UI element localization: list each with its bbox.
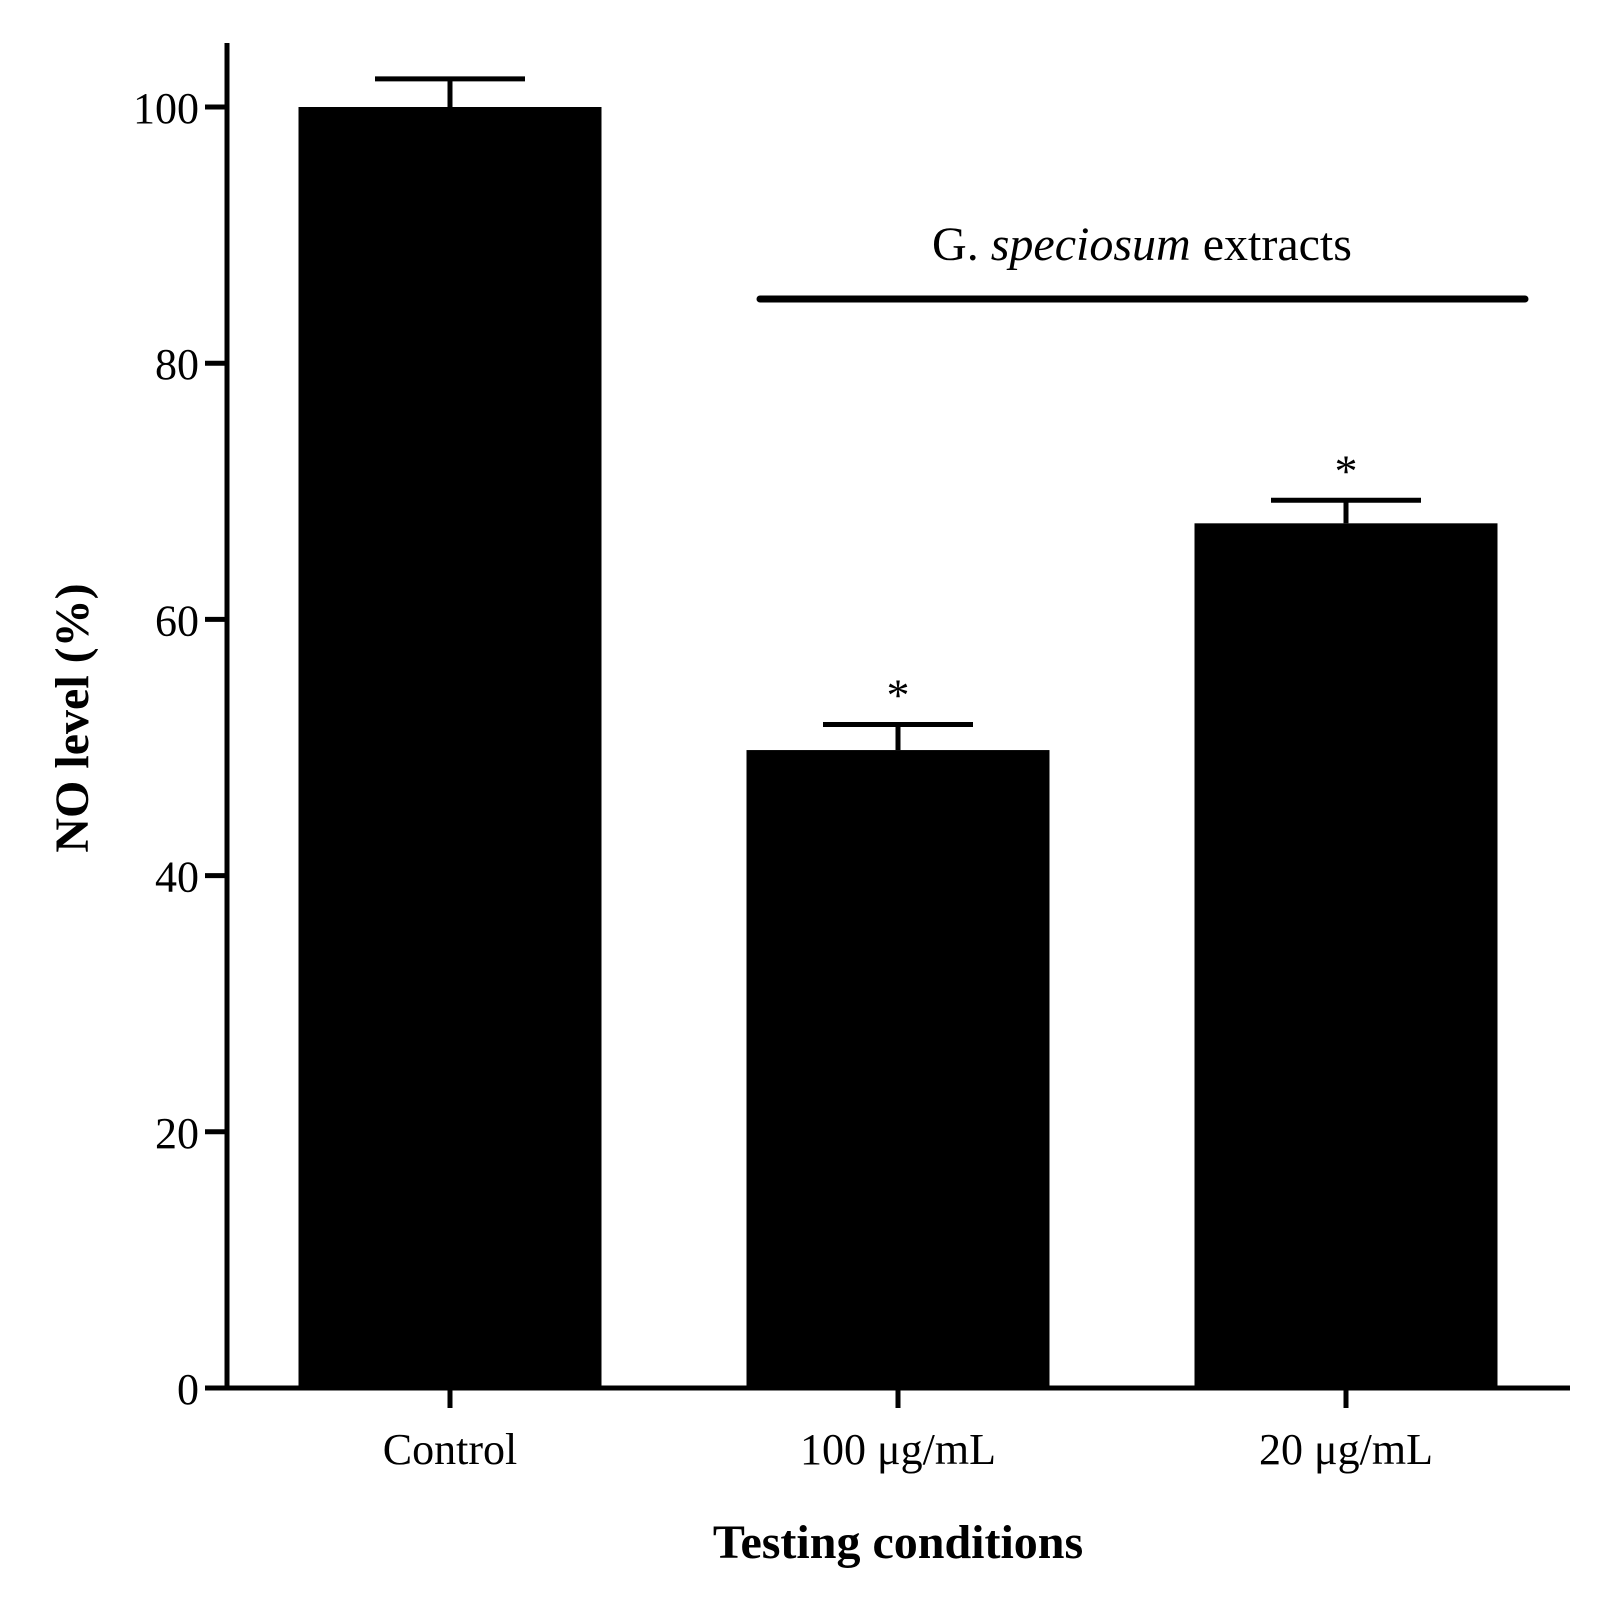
y-tick-label: 60 (155, 596, 199, 645)
annotation-label: G. speciosum extracts (932, 218, 1352, 271)
significance-marker: * (887, 669, 910, 720)
y-axis-title: NO level (%) (46, 583, 99, 852)
bars-layer: ** (298, 76, 1498, 1388)
y-tick-label: 40 (155, 853, 199, 902)
bar (1194, 523, 1498, 1388)
y-tick-label: 0 (177, 1365, 199, 1414)
y-tick-label: 100 (133, 84, 199, 133)
x-tick-label: 100 μg/mL (800, 1425, 996, 1474)
x-tick-label: Control (383, 1425, 517, 1474)
x-axis-title: Testing conditions (713, 1516, 1083, 1569)
bar (298, 107, 602, 1388)
annotation-italic: speciosum (991, 218, 1191, 271)
significance-marker: * (1335, 445, 1358, 496)
annotation-prefix: G. (932, 218, 991, 271)
x-tick-label: 20 μg/mL (1259, 1425, 1433, 1474)
bar (746, 750, 1050, 1388)
y-tick-label: 80 (155, 340, 199, 389)
x-ticks: Control 100 μg/mL 20 μg/mL (383, 1388, 1433, 1474)
annotation-group: G. speciosum extracts (756, 218, 1529, 303)
annotation-suffix: extracts (1191, 218, 1352, 271)
y-ticks: 0 20 40 60 80 100 (133, 84, 227, 1414)
y-tick-label: 20 (155, 1109, 199, 1158)
